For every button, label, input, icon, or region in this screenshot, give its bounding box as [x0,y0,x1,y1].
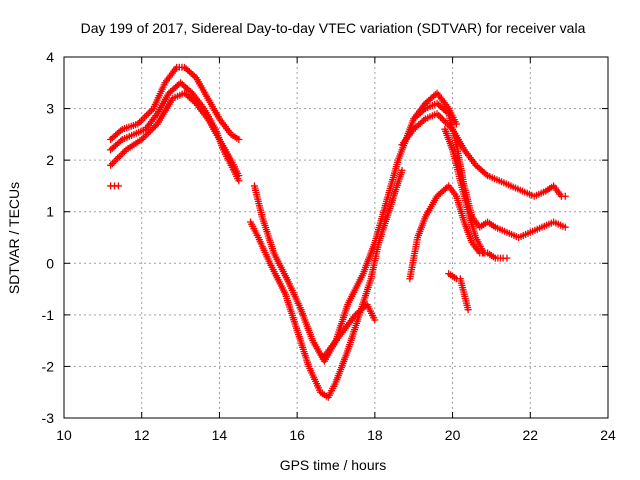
trace-markers [447,271,472,311]
x-tick-label: 22 [522,427,538,443]
x-tick-label: 12 [134,427,150,443]
x-tick-label: 18 [367,427,383,443]
x-axis-label: GPS time / hours [280,457,387,473]
y-tick-label: 0 [46,255,54,271]
y-tick-label: -1 [42,307,55,323]
series-trace-7 [320,301,379,360]
x-tick-label: 10 [56,427,72,443]
trace-markers [322,302,378,358]
grid-lines [64,57,608,418]
data-point [561,192,569,200]
x-tick-label: 24 [600,427,616,443]
trace-markers [108,90,242,177]
y-tick-label: -3 [42,410,55,426]
series-trace-1 [107,63,243,144]
series-trace-9 [410,99,569,241]
trace-markers [442,127,486,255]
y-axis-label: SDTVAR / TECUs [6,182,22,294]
y-tick-label: 2 [46,152,54,168]
y-tick-label: -2 [42,358,55,374]
trace-markers [406,183,504,280]
plot-frame [63,56,609,419]
data-point [114,182,122,190]
series-trace-10 [406,182,511,283]
x-tick-label: 16 [289,427,305,443]
x-tick-label: 14 [212,427,228,443]
data-series [107,63,569,401]
series-trace-6 [247,166,406,401]
trace-markers [411,100,567,240]
y-tick-label: 1 [46,204,54,220]
series-trace-4 [107,182,122,190]
series-trace-12 [445,270,472,314]
y-tick-label: 3 [46,101,54,117]
trace-markers [248,169,405,400]
trace-markers [108,63,241,142]
x-tick-label: 20 [445,427,461,443]
series-trace-3 [107,89,243,180]
axes [63,56,609,419]
data-point [503,254,511,262]
series-trace-11 [441,125,488,257]
y-tick-label: 4 [46,49,54,65]
chart-title: Day 199 of 2017, Sidereal Day-to-day VTE… [81,20,586,36]
